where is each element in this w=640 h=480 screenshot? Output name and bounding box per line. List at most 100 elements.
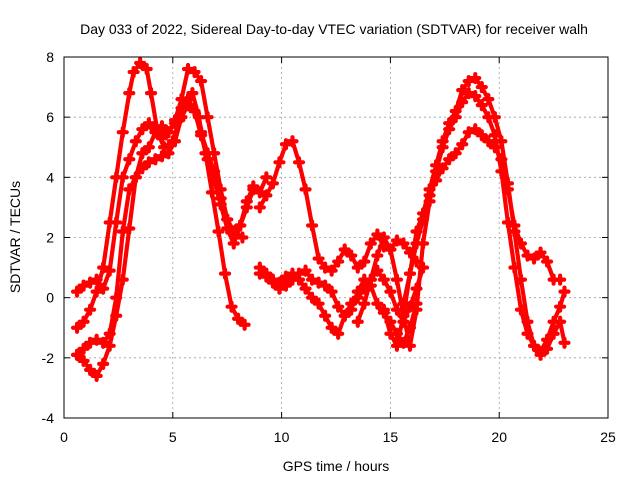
y-tick-label: -4 <box>42 410 55 426</box>
data-point <box>201 153 214 166</box>
data-point <box>292 267 306 280</box>
data-point <box>312 297 325 310</box>
y-tick-label: 2 <box>46 230 54 246</box>
data-point <box>332 300 345 313</box>
chart-title: Day 033 of 2022, Sidereal Day-to-day VTE… <box>80 21 588 37</box>
data-point <box>123 153 136 166</box>
data-point <box>97 282 110 295</box>
data-point <box>397 336 410 349</box>
data-point <box>410 303 423 316</box>
data-point <box>475 99 488 112</box>
data-point <box>449 147 462 160</box>
data-point <box>136 123 149 136</box>
data-point <box>134 56 147 70</box>
data-point <box>416 213 430 226</box>
data-point <box>273 282 286 295</box>
data-point <box>312 252 325 265</box>
data-point <box>456 83 469 97</box>
data-point <box>423 189 436 202</box>
data-point <box>514 237 528 250</box>
x-tick-label: 5 <box>169 429 177 445</box>
data-point <box>554 300 567 313</box>
data-point <box>77 342 90 355</box>
series-trace-2 <box>70 62 249 298</box>
data-point <box>142 141 155 154</box>
data-point <box>429 159 443 172</box>
data-point <box>319 309 332 322</box>
data-point <box>77 279 90 292</box>
data-point <box>90 369 103 382</box>
data-point <box>332 327 345 340</box>
x-axis-label: GPS time / hours <box>283 458 390 474</box>
data-point <box>116 126 129 139</box>
data-point <box>127 65 140 79</box>
data-point <box>305 291 319 304</box>
data-point <box>253 267 266 280</box>
x-tick-labels: 0 5 10 15 20 25 <box>60 429 616 445</box>
data-point <box>212 225 225 238</box>
data-point <box>364 273 377 286</box>
data-point <box>338 309 351 322</box>
data-point <box>218 267 232 280</box>
data-point <box>397 309 410 322</box>
data-point <box>279 138 293 151</box>
data-point <box>488 141 501 154</box>
data-point <box>299 282 312 295</box>
data-point <box>77 315 90 328</box>
series-trace-4 <box>70 93 273 382</box>
x-tick-label: 10 <box>274 429 290 445</box>
data-point <box>157 141 171 154</box>
data-series-group <box>70 56 571 382</box>
data-point <box>299 264 312 277</box>
data-point <box>338 243 351 256</box>
data-point <box>155 132 169 145</box>
data-point <box>403 300 417 313</box>
data-point <box>292 156 306 169</box>
data-point <box>188 105 201 118</box>
data-point <box>97 336 110 349</box>
data-point <box>142 156 155 169</box>
data-point <box>194 129 208 142</box>
data-point <box>194 74 208 88</box>
data-point <box>371 228 384 241</box>
data-point <box>436 135 449 148</box>
y-tick-label: -2 <box>42 350 55 366</box>
data-point <box>103 264 116 277</box>
data-point <box>488 111 501 124</box>
data-point <box>123 87 136 100</box>
data-point <box>208 174 221 187</box>
data-point <box>319 261 332 274</box>
data-point <box>449 105 462 118</box>
grid-lines <box>64 57 608 418</box>
data-point <box>103 339 116 352</box>
data-point <box>410 237 423 250</box>
data-point <box>110 309 123 322</box>
data-point <box>325 321 338 334</box>
data-point <box>534 246 547 259</box>
data-point <box>469 90 482 103</box>
data-point <box>110 216 123 229</box>
data-point <box>144 87 158 100</box>
data-point <box>253 201 266 214</box>
data-point <box>90 333 103 346</box>
data-point <box>129 171 142 184</box>
data-point <box>371 297 384 310</box>
data-point <box>351 261 364 274</box>
data-point <box>260 189 273 202</box>
data-point <box>266 177 279 190</box>
data-point <box>70 285 84 298</box>
data-point <box>390 303 404 316</box>
axis-ticks <box>63 56 609 419</box>
data-point <box>351 285 364 298</box>
data-point <box>443 117 456 130</box>
data-point <box>247 180 260 193</box>
data-point <box>345 303 358 316</box>
data-point <box>155 150 169 163</box>
data-point <box>469 71 482 85</box>
data-point <box>377 273 390 286</box>
data-point <box>123 183 136 196</box>
data-point <box>116 171 129 184</box>
data-point <box>397 237 410 250</box>
data-point <box>149 153 162 166</box>
data-point <box>390 339 404 352</box>
